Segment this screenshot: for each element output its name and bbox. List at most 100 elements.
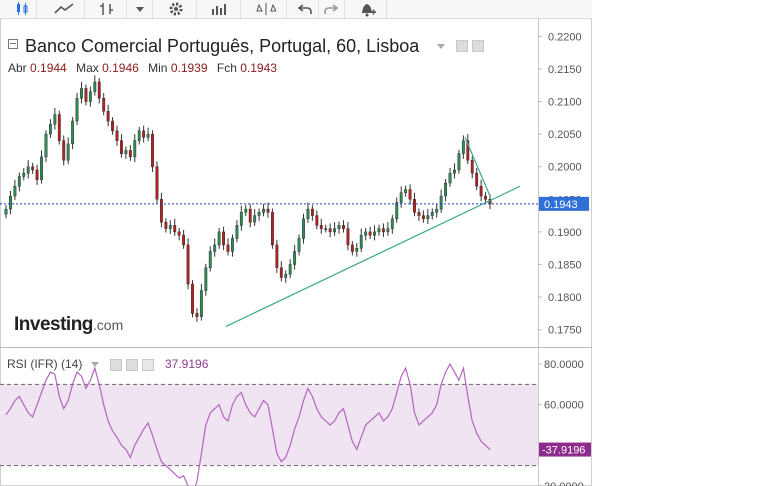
candle-body [262, 208, 265, 213]
candle-body [395, 202, 399, 220]
rsi-tick-label: 80.0000 [544, 359, 584, 371]
ohlc-open-value: 0.1944 [30, 61, 67, 75]
chart-type-dropdown[interactable] [128, 0, 153, 18]
candle-body [390, 218, 394, 229]
ohlc-close-key: Fch [216, 61, 237, 75]
candle-body [421, 215, 425, 220]
candle-body [80, 88, 83, 99]
last-price-badge [539, 196, 589, 211]
candle-body [293, 251, 297, 265]
candle-body [204, 267, 208, 291]
bars-button[interactable] [88, 0, 127, 18]
candle-body [461, 140, 465, 154]
price-tick-label: 0.2200 [548, 31, 582, 43]
candle-body [146, 133, 150, 138]
candle-body [271, 212, 274, 246]
rsi-gear-icon[interactable] [126, 359, 138, 371]
candles-button[interactable] [8, 0, 37, 18]
candle-body [88, 91, 92, 102]
candle-body [417, 212, 421, 216]
rsi-label: RSI (IFR) (14) [7, 357, 83, 371]
candle-body [57, 114, 61, 141]
candle-body [319, 225, 323, 229]
candle-body [48, 124, 52, 135]
rsi-value-badge-label: -37.9196 [542, 445, 585, 457]
candle-body [106, 111, 110, 122]
candle-body [226, 244, 230, 252]
title-chevron-down-icon[interactable] [437, 44, 445, 49]
candle-body [355, 247, 359, 252]
price-tick-label: 0.2100 [548, 97, 582, 109]
rsi-close-icon[interactable] [142, 359, 154, 371]
rsi-chevron-down-icon[interactable] [91, 362, 99, 367]
ohlc-readout: Abr 0.1944 Max 0.1946 Min 0.1939 Fch 0.1… [8, 61, 283, 75]
candle-body [346, 228, 350, 246]
candle-body [466, 140, 470, 161]
rsi-tick-label: 60.0000 [544, 400, 584, 412]
ohlc-high-value: 0.1946 [102, 61, 139, 75]
candle-body [142, 130, 146, 138]
candle-body [159, 199, 163, 223]
candle-body [257, 212, 261, 216]
candle-body [111, 120, 114, 132]
candle-body [151, 133, 154, 167]
redo-button[interactable] [318, 0, 345, 18]
candle-body [124, 150, 128, 154]
candle-body [266, 208, 270, 213]
candle-body [368, 231, 372, 236]
candle-body [377, 228, 381, 233]
line-chart-button[interactable] [44, 0, 85, 18]
candle-body [53, 114, 57, 125]
add-alert-button[interactable] [350, 0, 387, 18]
candle-body [40, 156, 43, 180]
candle-body [359, 234, 363, 249]
price-tick-label: 0.2050 [548, 129, 582, 141]
candle-body [4, 208, 8, 215]
settings-button[interactable] [156, 0, 197, 18]
price-tick-label: 0.2150 [548, 64, 582, 76]
rsi-settings-icon[interactable] [110, 359, 122, 371]
candle-body [168, 225, 172, 229]
candle-body [115, 130, 119, 141]
candle-body [399, 192, 403, 203]
candle-body [133, 140, 137, 158]
candle-body [364, 231, 368, 236]
investing-logo: Investing.com [14, 314, 123, 336]
candle-body [328, 228, 332, 233]
bars-icon [100, 3, 113, 15]
candle-body [275, 244, 279, 268]
price-tick-label: 0.1800 [548, 292, 582, 304]
ohlc-close-value: 0.1943 [240, 61, 277, 75]
indicators-button[interactable] [200, 0, 241, 18]
chevron-down-icon [136, 7, 144, 12]
ohlc-low-key: Min [148, 61, 168, 75]
logo-main: Investing [14, 314, 93, 335]
collapse-pane-icon[interactable] [8, 39, 18, 49]
candle-body [244, 208, 248, 213]
pane-gear-icon[interactable] [472, 40, 484, 52]
ohlc-low-value: 0.1939 [170, 61, 208, 75]
candle-body [310, 208, 314, 216]
rsi-value-badge [539, 442, 591, 457]
line-chart-icon [54, 3, 74, 14]
candle-body [102, 98, 106, 112]
pane-settings-icon[interactable] [456, 40, 468, 52]
candle-body [84, 88, 88, 102]
candle-body [217, 231, 221, 246]
candle-body [137, 130, 141, 141]
candle-body [386, 228, 390, 233]
ohlc-open-key: Abr [8, 61, 27, 75]
undo-button[interactable] [292, 0, 319, 18]
candle-body [315, 215, 319, 226]
rsi-line [5, 362, 491, 486]
rsi-band [0, 384, 538, 466]
candle-body [186, 244, 190, 285]
candle-body [173, 225, 177, 233]
candle-body [75, 98, 79, 122]
undo-icon [298, 4, 312, 14]
candle-body [413, 199, 416, 213]
compare-button[interactable] [246, 0, 287, 18]
candle-body [373, 231, 376, 236]
last-price-badge-label: 0.1943 [544, 199, 578, 211]
